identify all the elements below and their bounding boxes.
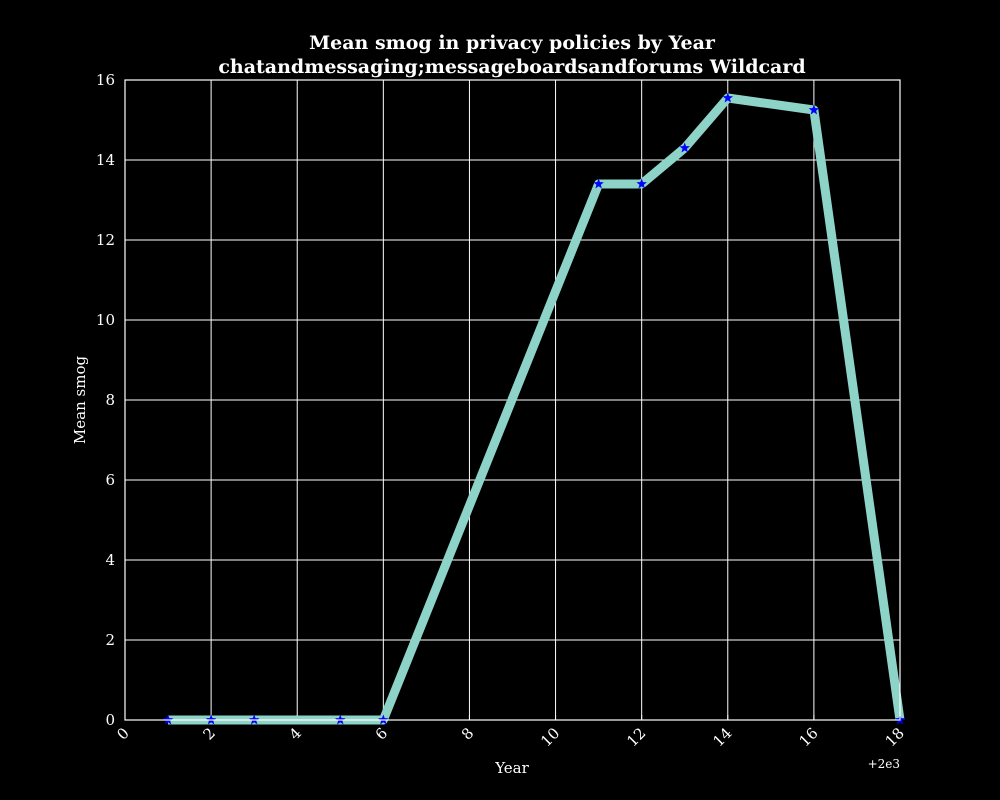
x-tick-label: 10 (537, 724, 563, 750)
y-tick-label: 8 (105, 391, 115, 409)
y-tick-label: 4 (105, 551, 115, 569)
y-tick-labels: 0 2 4 6 8 10 12 14 16 (96, 71, 115, 729)
y-tick-label: 0 (105, 711, 115, 729)
data-point-marker (593, 178, 604, 189)
chart-title-line2: chatandmessaging;messageboardsandforums … (218, 56, 805, 78)
series-layer (162, 92, 906, 725)
x-tick-label: 2 (199, 724, 218, 743)
x-tick-label: 0 (113, 724, 132, 743)
y-tick-label: 6 (105, 471, 115, 489)
x-offset-label: +2e3 (868, 757, 900, 771)
y-axis-label: Mean smog (71, 356, 89, 445)
x-axis-label: Year (494, 759, 529, 777)
data-point-marker (679, 142, 690, 153)
y-tick-label: 10 (96, 311, 115, 329)
x-tick-label: 18 (882, 724, 908, 750)
x-tick-label: 8 (458, 724, 477, 743)
x-tick-label: 4 (286, 724, 305, 743)
y-tick-label: 12 (96, 231, 115, 249)
y-tick-label: 16 (96, 71, 115, 89)
x-tick-label: 12 (623, 724, 649, 750)
x-tick-labels: 0 2 4 6 8 10 12 14 16 18 (113, 724, 907, 750)
data-point-marker (808, 104, 820, 115)
data-point-marker (636, 178, 647, 189)
y-tick-label: 2 (105, 631, 115, 649)
x-tick-label: 6 (372, 724, 391, 743)
x-tick-label: 14 (709, 724, 735, 750)
chart-title-line1: Mean smog in privacy policies by Year (309, 32, 716, 54)
plot-frame (124, 79, 901, 721)
y-tick-label: 14 (96, 151, 115, 169)
series-line (168, 93, 905, 725)
x-tick-label: 16 (795, 724, 821, 750)
data-point-marker (722, 92, 734, 103)
